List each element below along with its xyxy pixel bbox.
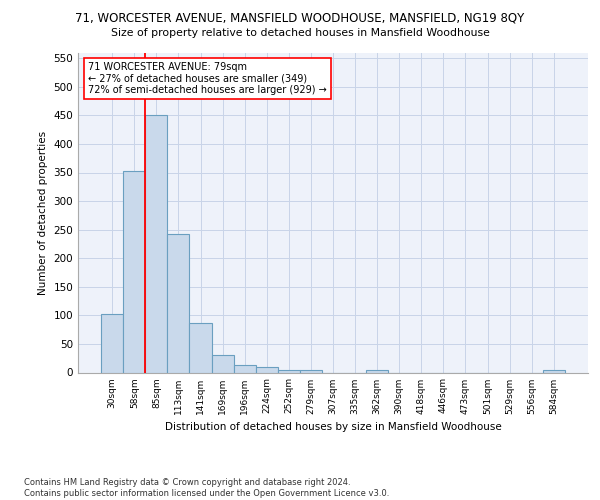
Bar [233, 364, 256, 372]
Bar [190, 323, 212, 372]
Bar [212, 356, 233, 372]
Bar [145, 116, 167, 372]
Bar [278, 370, 300, 372]
Bar [543, 370, 565, 372]
Bar [256, 368, 278, 372]
Bar [123, 171, 145, 372]
Text: 71, WORCESTER AVENUE, MANSFIELD WOODHOUSE, MANSFIELD, NG19 8QY: 71, WORCESTER AVENUE, MANSFIELD WOODHOUS… [76, 12, 524, 24]
Bar [167, 234, 190, 372]
Bar [101, 314, 123, 372]
X-axis label: Distribution of detached houses by size in Mansfield Woodhouse: Distribution of detached houses by size … [164, 422, 502, 432]
Y-axis label: Number of detached properties: Number of detached properties [38, 130, 48, 294]
Text: Size of property relative to detached houses in Mansfield Woodhouse: Size of property relative to detached ho… [110, 28, 490, 38]
Bar [300, 370, 322, 372]
Bar [366, 370, 388, 372]
Text: Contains HM Land Registry data © Crown copyright and database right 2024.
Contai: Contains HM Land Registry data © Crown c… [24, 478, 389, 498]
Text: 71 WORCESTER AVENUE: 79sqm
← 27% of detached houses are smaller (349)
72% of sem: 71 WORCESTER AVENUE: 79sqm ← 27% of deta… [88, 62, 327, 96]
